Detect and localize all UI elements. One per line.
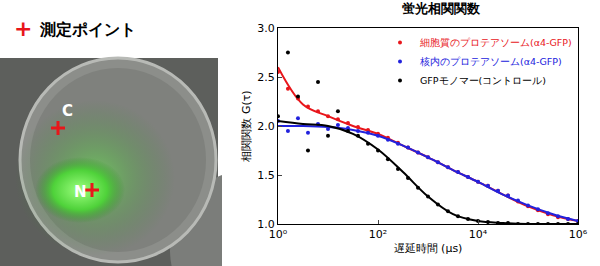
svg-text:GFPモノマー(コントロール): GFPモノマー(コントロール) — [420, 75, 546, 86]
svg-text:+: + — [14, 16, 32, 41]
svg-text:10⁶: 10⁶ — [569, 228, 588, 241]
svg-text:細胞質のプロテアソーム(α4-GFP): 細胞質のプロテアソーム(α4-GFP) — [419, 37, 572, 48]
svg-text:蛍光相関関数: 蛍光相関関数 — [402, 1, 481, 16]
svg-text:10²: 10² — [369, 228, 387, 241]
svg-text:測定ポイント: 測定ポイント — [39, 20, 136, 39]
svg-text:3.0: 3.0 — [257, 22, 275, 35]
svg-text:10⁰: 10⁰ — [269, 228, 288, 241]
svg-text:10⁴: 10⁴ — [469, 228, 488, 241]
svg-text:相関関数 G(τ): 相関関数 G(τ) — [240, 90, 253, 161]
svg-text:2.0: 2.0 — [257, 120, 275, 133]
svg-text:遅延時間 (μs): 遅延時間 (μs) — [394, 242, 463, 255]
svg-text:核内のプロテアソーム(α4-GFP): 核内のプロテアソーム(α4-GFP) — [419, 56, 562, 67]
svg-text:C: C — [62, 102, 73, 120]
svg-text:2.5: 2.5 — [257, 71, 275, 84]
svg-text:1.0: 1.0 — [257, 218, 275, 231]
svg-text:N: N — [74, 183, 87, 201]
svg-text:1.5: 1.5 — [257, 169, 275, 182]
